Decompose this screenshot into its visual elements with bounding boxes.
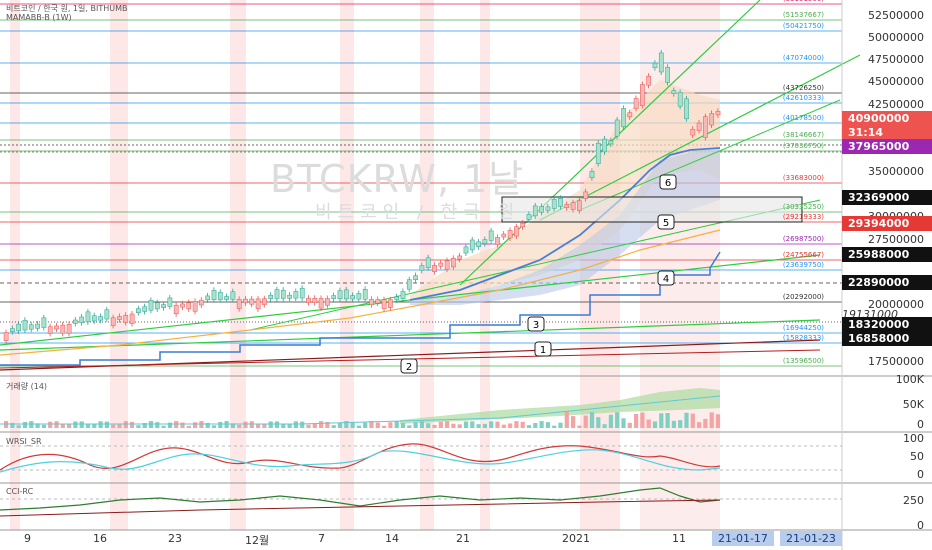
level-label: (16944250) bbox=[782, 324, 824, 332]
cci-axis-label: 250 bbox=[903, 494, 924, 507]
wave-label-box bbox=[534, 341, 552, 357]
price-label: 45000000 bbox=[868, 75, 924, 88]
highlight-bands bbox=[10, 0, 720, 530]
price-tag: 18320000 bbox=[842, 317, 932, 332]
level-label: (20292000) bbox=[782, 293, 824, 301]
level-label: (13596500) bbox=[782, 357, 824, 365]
time-label: 11 bbox=[672, 532, 686, 545]
price-candles bbox=[3, 49, 721, 344]
volume-title[interactable]: 거래량 (14) bbox=[6, 382, 48, 391]
time-label: 21 bbox=[456, 532, 470, 545]
wave-label-box bbox=[400, 358, 418, 374]
indicator-title[interactable]: MAMABB-B (1W) bbox=[6, 13, 72, 22]
volume-pane bbox=[0, 388, 721, 428]
wrsi-axis-label: 100 bbox=[903, 432, 924, 445]
last-price-tag: 40900000 bbox=[842, 111, 932, 126]
wave-label-box bbox=[659, 174, 677, 190]
wave-label-box bbox=[657, 214, 675, 230]
wrsi-title[interactable]: WRSI_SR bbox=[6, 437, 42, 446]
price-tag: 22890000 bbox=[842, 275, 932, 290]
wrsi-axis-label: 50 bbox=[910, 450, 924, 463]
cci-title[interactable]: CCI-RC bbox=[6, 487, 34, 496]
wave-label: 5 bbox=[663, 218, 669, 229]
wave-label: 6 bbox=[665, 178, 671, 189]
time-label: 7 bbox=[318, 532, 325, 545]
cci-axis-label: 0 bbox=[917, 519, 924, 532]
wave-label: 4 bbox=[663, 274, 669, 285]
wave-label: 2 bbox=[406, 362, 412, 373]
wave-labels: 1 2 3 4 5 6 bbox=[400, 174, 677, 374]
level-label: (24755667) bbox=[782, 251, 824, 259]
time-label: 2021 bbox=[562, 532, 590, 545]
price-tag: 16858000 bbox=[842, 331, 932, 346]
price-label: 35000000 bbox=[868, 165, 924, 178]
time-label: 14 bbox=[385, 532, 399, 545]
level-label: (33683000) bbox=[782, 174, 824, 182]
selected-date-end[interactable]: 21-01-23 bbox=[780, 531, 842, 546]
level-label: (26987500) bbox=[782, 235, 824, 243]
wave-label-box bbox=[527, 316, 545, 332]
countdown-tag: 31:14 bbox=[842, 125, 932, 140]
price-tag-red: 29394000 bbox=[842, 216, 932, 231]
wave-label: 3 bbox=[533, 320, 539, 331]
wave-label-box bbox=[657, 270, 675, 286]
price-label: 20000000 bbox=[868, 298, 924, 311]
trendline-green-6 bbox=[579, 99, 841, 211]
price-tag-purple: 37965000 bbox=[842, 139, 932, 154]
symbol-watermark: BTCKRW, 1날 bbox=[270, 157, 525, 201]
wrsi-pane bbox=[0, 443, 842, 473]
volume-axis-label: 100K bbox=[895, 373, 924, 386]
time-label: 12월 bbox=[245, 534, 270, 547]
level-label: (15828333) bbox=[782, 334, 824, 342]
time-label: 23 bbox=[168, 532, 182, 545]
price-label: 17500000 bbox=[868, 355, 924, 368]
upper-band-area bbox=[410, 80, 720, 300]
price-tag: 32369000 bbox=[842, 190, 932, 205]
lower-band-area bbox=[410, 150, 720, 305]
level-label: (51537667) bbox=[782, 11, 824, 19]
price-tag: 25988000 bbox=[842, 247, 932, 262]
volume-axis-label: 0 bbox=[917, 418, 924, 431]
volume-axis-label: 50K bbox=[902, 398, 924, 411]
level-label: (47074000) bbox=[782, 54, 824, 62]
time-label: 9 bbox=[24, 532, 31, 545]
selected-date-start[interactable]: 21-01-17 bbox=[712, 531, 774, 546]
wrsi-axis-label: 0 bbox=[917, 468, 924, 481]
price-label: 42500000 bbox=[868, 98, 924, 111]
level-label: (53191500) bbox=[783, 0, 824, 3]
level-label: (30335250) bbox=[782, 203, 824, 211]
trendline-green-2 bbox=[0, 319, 821, 351]
trendline-green-5 bbox=[539, 54, 861, 221]
symbol-title[interactable]: 비트코인 / 한국 원, 1일, BITHUMB bbox=[6, 4, 128, 13]
moving-average-orange bbox=[0, 229, 721, 356]
price-label: 52500000 bbox=[868, 9, 924, 22]
price-label: 27500000 bbox=[868, 233, 924, 246]
level-label: (50421750) bbox=[782, 22, 824, 30]
level-label: (29219333) bbox=[782, 213, 824, 221]
level-label: (42610333) bbox=[782, 94, 824, 102]
wave-label: 1 bbox=[540, 345, 546, 356]
level-label: (23639750) bbox=[782, 261, 824, 269]
cci-pane bbox=[0, 487, 842, 517]
price-label: 50000000 bbox=[868, 31, 924, 44]
price-label: 47500000 bbox=[868, 53, 924, 66]
level-label: (38146667) bbox=[782, 131, 824, 139]
level-label: (43726250) bbox=[782, 84, 824, 92]
level-label: (37030750) bbox=[782, 142, 824, 150]
name-watermark: 비트코인 / 한국 원 bbox=[315, 202, 521, 223]
time-label: 16 bbox=[93, 532, 107, 545]
level-label: (40178500) bbox=[782, 114, 824, 122]
